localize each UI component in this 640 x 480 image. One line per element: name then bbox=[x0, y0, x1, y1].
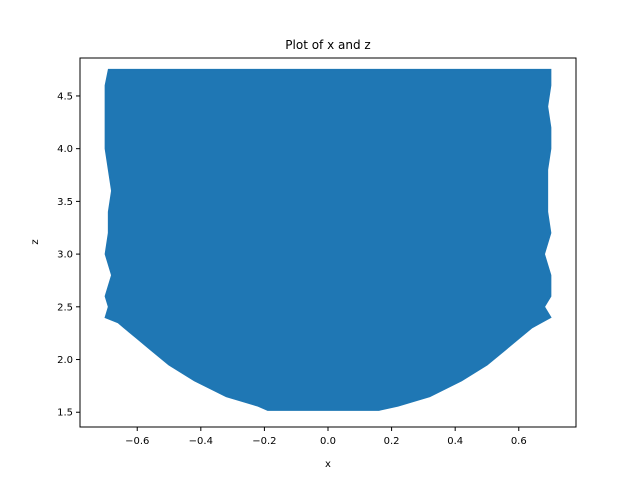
y-axis-label: z bbox=[30, 239, 41, 244]
x-tick-label: −0.2 bbox=[252, 436, 276, 447]
y-tick-label: 1.5 bbox=[57, 408, 73, 419]
x-tick-label: 0.6 bbox=[511, 436, 527, 447]
chart-title: Plot of x and z bbox=[285, 38, 370, 52]
y-axis: 1.5 2.0 2.5 3.0 3.5 4.0 4.5 bbox=[57, 91, 80, 419]
y-tick-label: 2.5 bbox=[57, 302, 73, 313]
x-tick-label: 0.0 bbox=[320, 436, 336, 447]
x-axis-label: x bbox=[325, 459, 331, 470]
plot-area bbox=[104, 68, 552, 411]
x-tick-label: −0.6 bbox=[125, 436, 149, 447]
x-tick-label: −0.4 bbox=[189, 436, 213, 447]
y-tick-label: 2.0 bbox=[57, 355, 73, 366]
x-axis: −0.6 −0.4 −0.2 0.0 0.2 0.4 0.6 bbox=[125, 427, 527, 447]
y-tick-label: 4.0 bbox=[57, 144, 73, 155]
series-area bbox=[104, 68, 552, 411]
y-tick-label: 3.0 bbox=[57, 250, 73, 261]
y-tick-label: 4.5 bbox=[57, 91, 73, 102]
x-tick-label: 0.4 bbox=[447, 436, 463, 447]
x-tick-label: 0.2 bbox=[384, 436, 400, 447]
y-tick-label: 3.5 bbox=[57, 197, 73, 208]
